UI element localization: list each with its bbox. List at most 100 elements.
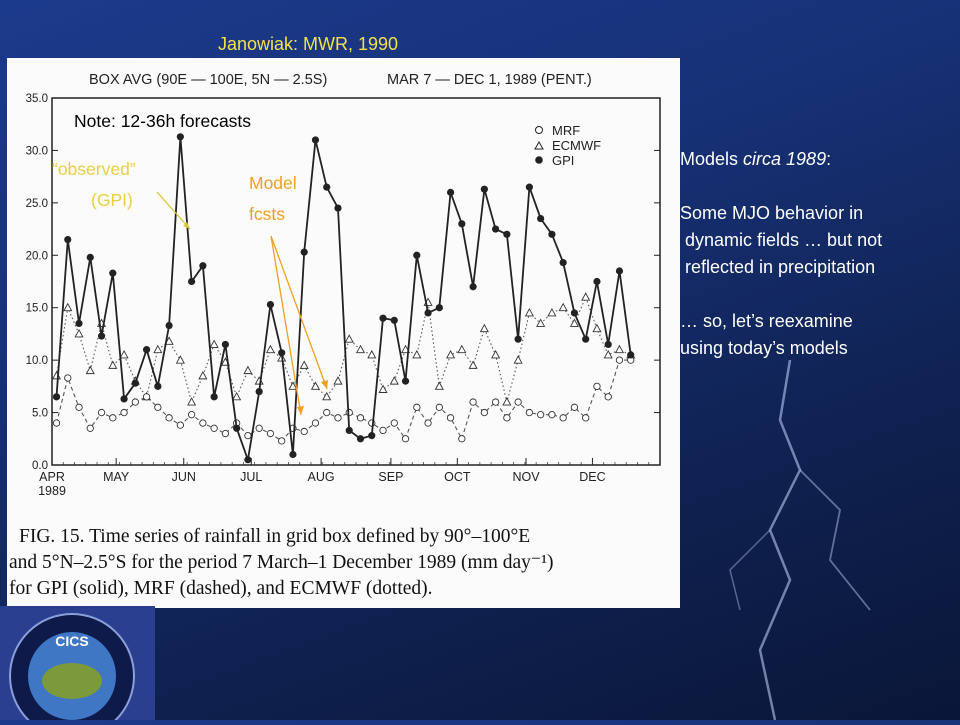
ecmwf-point <box>513 355 523 364</box>
mrf-point <box>97 408 106 417</box>
y-tick-label: 15.0 <box>26 303 48 315</box>
model-arrow-2-head <box>321 380 328 389</box>
mrf-point <box>570 403 579 411</box>
legend-ecmwf-label: ECMWF <box>552 138 601 153</box>
y-tick-label: 0.0 <box>32 460 48 472</box>
series-line-mrf <box>55 359 631 442</box>
mrf-point <box>131 398 139 406</box>
ecmwf-point <box>614 344 625 354</box>
series-layer <box>51 133 636 464</box>
gpi-point <box>210 393 218 401</box>
plot-frame <box>51 97 661 466</box>
gpi-point <box>424 309 432 317</box>
ecmwf-point <box>479 323 489 333</box>
x-tick-label: OCT <box>444 470 471 484</box>
gpi-point <box>604 340 612 349</box>
ecmwf-point <box>558 302 568 312</box>
mrf-point <box>491 398 500 406</box>
ecmwf-point <box>288 381 298 390</box>
y-tick-label: 20.0 <box>26 250 48 262</box>
gpi-point <box>356 435 365 443</box>
gpi-point <box>323 183 331 191</box>
ecmwf-point <box>209 339 219 348</box>
gpi-point <box>266 300 275 309</box>
body-text-line: using today’s models <box>680 335 960 362</box>
body-text-fragment: dynamic fields … but not <box>680 230 883 250</box>
model-arrow-1 <box>270 235 302 416</box>
ecmwf-point <box>85 365 95 375</box>
legend: MRF ECMWF GPI <box>534 123 601 168</box>
mrf-point <box>165 414 173 422</box>
ecmwf-point <box>603 349 613 359</box>
gpi-point <box>233 424 241 432</box>
mrf-point <box>537 411 545 419</box>
ecmwf-point <box>412 349 422 359</box>
mrf-point <box>120 408 128 417</box>
body-text-line: dynamic fields … but not <box>680 227 960 254</box>
mrf-point <box>255 424 263 432</box>
mrf-point <box>480 408 489 417</box>
ecmwf-point <box>367 349 377 359</box>
ecmwf-point <box>378 384 388 393</box>
mrf-point <box>266 429 275 438</box>
mrf-point <box>142 393 151 401</box>
y-tick-label: 10.0 <box>26 355 48 367</box>
gpi-point <box>627 351 635 359</box>
gpi-point <box>221 340 229 349</box>
gpi-point <box>413 251 421 259</box>
gpi-point <box>525 183 533 191</box>
mrf-point <box>187 411 196 419</box>
body-text-fragment: Some MJO behavior in <box>680 203 864 223</box>
x-tick-sublabel: 1989 <box>38 484 66 498</box>
gpi-point <box>311 136 320 144</box>
mrf-point <box>503 414 511 422</box>
legend-mrf-label: MRF <box>552 123 580 138</box>
gpi-point <box>345 426 353 434</box>
ecmwf-point <box>581 292 591 301</box>
ecmwf-point <box>63 302 73 312</box>
ecmwf-point <box>108 360 118 369</box>
gpi-point <box>469 283 477 291</box>
series-line-gpi <box>55 136 632 464</box>
body-text-line: Models circa 1989: <box>680 146 960 173</box>
x-tick-label: NOV <box>512 470 540 484</box>
gpi-point <box>165 321 173 330</box>
ecmwf-point <box>119 349 129 359</box>
ecmwf-point <box>592 323 602 333</box>
mrf-point <box>356 414 365 422</box>
ecmwf-point <box>389 376 399 385</box>
body-text-fragment: … so, let’s reexamine <box>680 311 853 331</box>
x-tick-label: JUL <box>240 470 262 484</box>
y-tick-label: 30.0 <box>26 145 48 157</box>
x-tick-label: MAY <box>103 470 130 484</box>
body-text-fragment: : <box>826 149 832 169</box>
mrf-point <box>311 419 320 427</box>
ecmwf-point <box>265 344 275 354</box>
gpi-point <box>188 277 196 286</box>
legend-ecmwf-marker <box>534 140 544 150</box>
gpi-point <box>480 185 488 193</box>
x-tick-label: SEP <box>378 470 403 484</box>
observed-label-line1: “observed” <box>52 159 136 179</box>
gpi-point <box>368 432 376 440</box>
gpi-point <box>537 214 545 223</box>
gpi-point <box>176 133 184 141</box>
mrf-point <box>199 419 207 427</box>
y-tick-label: 5.0 <box>32 408 48 420</box>
ecmwf-point <box>502 397 512 406</box>
mrf-point <box>390 419 398 427</box>
ecmwf-point <box>524 308 534 317</box>
caption-line-2: and 5°N–2.5°S for the period 7 March–1 D… <box>9 552 554 573</box>
ecmwf-point <box>243 365 253 375</box>
ecmwf-point <box>536 318 546 327</box>
gpi-point <box>503 230 511 238</box>
ecmwf-point <box>468 360 478 369</box>
ecmwf-point <box>457 344 467 354</box>
mrf-point <box>514 398 522 406</box>
model-arrow-1-head <box>297 406 304 415</box>
chart-scan-panel: BOX AVG (90E — 100E, 5N — 2.5S) MAR 7 — … <box>7 58 680 608</box>
ecmwf-point <box>51 370 62 380</box>
rainfall-chart: BOX AVG (90E — 100E, 5N — 2.5S) MAR 7 — … <box>9 72 661 599</box>
gpi-point <box>379 314 387 322</box>
caption-line-3: for GPI (solid), MRF (dashed), and ECMWF… <box>9 578 433 599</box>
